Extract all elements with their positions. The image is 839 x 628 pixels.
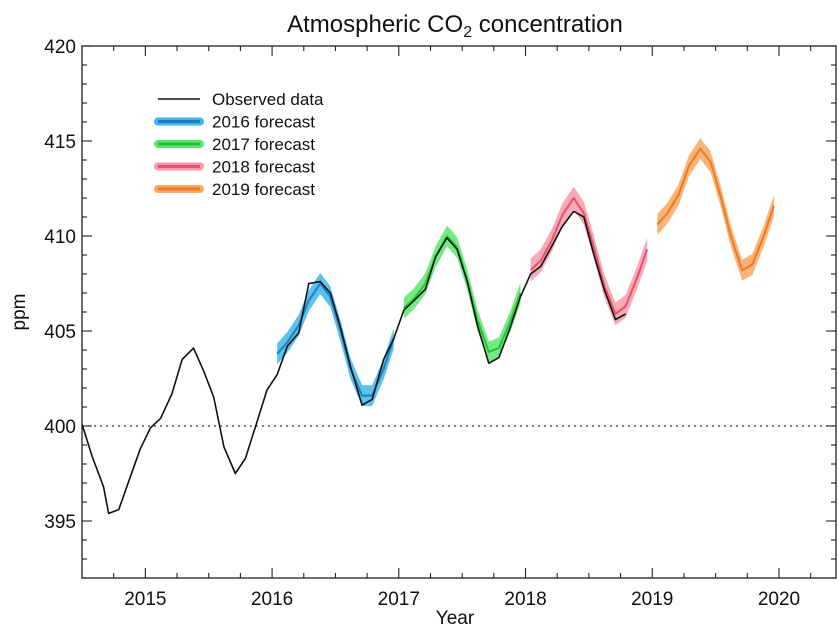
y-tick-label: 415 [44,132,76,153]
2018-forecast-line [529,197,649,315]
x-tick-label: 2020 [758,589,800,610]
x-tick-label: 2018 [504,589,546,610]
2017-forecast-band [403,225,521,363]
x-tick-label: 2015 [124,589,166,610]
forecast-bands [276,138,775,407]
legend-item: 2017 forecast [154,135,315,154]
legend-item: Observed data [158,90,324,109]
legend-label: Observed data [212,90,324,109]
legend-label: 2017 forecast [212,135,315,154]
x-axis-label: Year [436,608,475,628]
legend-item: 2018 forecast [154,158,315,177]
legend-label: 2019 forecast [212,180,315,199]
chart-title: Atmospheric CO2 concentration [287,11,623,41]
axis-ticks [81,45,836,579]
y-axis-label: ppm [9,294,30,331]
legend-item: 2016 forecast [154,113,315,132]
y-tick-label: 395 [44,512,76,533]
legend-item: 2019 forecast [154,180,315,199]
legend-label: 2018 forecast [212,158,315,177]
legend: Observed data 2016 forecast 2017 forecast 2… [154,90,324,199]
y-tick-label: 420 [44,37,76,58]
y-tick-label: 405 [44,322,76,343]
y-tick-label: 400 [44,417,76,438]
2018-forecast-band [530,186,648,326]
2019-forecast-line [656,147,775,272]
plot-frame [81,45,837,579]
legend-label: 2016 forecast [212,113,315,132]
x-tick-label: 2019 [631,589,673,610]
series-lines [81,210,627,515]
y-tick-label: 410 [44,227,76,248]
x-tick-label: 2016 [251,589,293,610]
x-tick-label: 2017 [378,589,420,610]
2019-forecast-band [657,138,774,281]
observed-data-line [81,210,627,515]
axis-tick-labels: 2015 2016 2017 2018 2019 2020 395 400 405 410 415 4… [44,37,800,610]
